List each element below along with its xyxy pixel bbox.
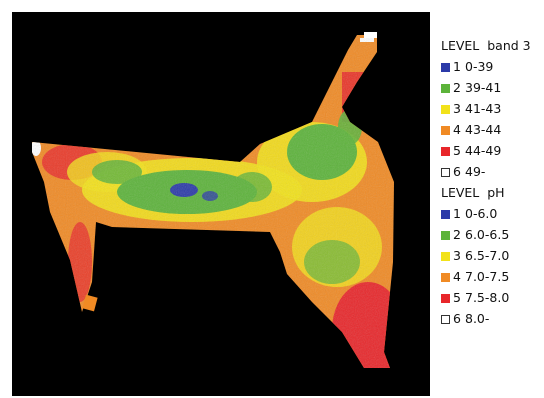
legend-range: 7.5-8.0 — [465, 290, 510, 306]
legend-range: 0-39 — [465, 59, 494, 75]
legend-level: 2 — [453, 80, 461, 96]
legend-level: 6 — [453, 311, 461, 327]
legend-item: 5 44-49 — [441, 141, 541, 162]
legend-item: 3 6.5-7.0 — [441, 246, 541, 267]
legend-swatch — [441, 63, 450, 72]
legend-band-list: 1 0-39 2 39-41 3 41-43 4 43-44 5 44-49 6 49- — [441, 57, 541, 183]
field-map-svg — [32, 32, 394, 368]
legend-swatch — [441, 294, 450, 303]
field-map — [12, 12, 430, 396]
legend-range: 7.0-7.5 — [465, 269, 510, 285]
legend-swatch — [441, 84, 450, 93]
legend-level: 6 — [453, 164, 461, 180]
legend-level: 1 — [453, 59, 461, 75]
legend-swatch — [441, 315, 450, 324]
legend-range: 6.0-6.5 — [465, 227, 510, 243]
legend-item: 2 39-41 — [441, 78, 541, 99]
legend-band-title: LEVEL band 3 — [441, 38, 531, 54]
field-area — [32, 35, 394, 368]
legend: LEVEL band 3 1 0-39 2 39-41 3 41-43 4 43-44 5 44-… — [441, 36, 541, 330]
legend-swatch — [441, 126, 450, 135]
legend-level: 2 — [453, 227, 461, 243]
legend-swatch — [441, 252, 450, 261]
legend-range: 0-6.0 — [465, 206, 498, 222]
legend-swatch — [441, 210, 450, 219]
legend-item: 6 49- — [441, 162, 541, 183]
legend-range: 44-49 — [465, 143, 502, 159]
field-tip-marker — [364, 32, 377, 38]
legend-ph-list: 1 0-6.0 2 6.0-6.5 3 6.5-7.0 4 7.0-7.5 5 7.5-8.0 6 8… — [441, 204, 541, 330]
legend-range: 6.5-7.0 — [465, 248, 510, 264]
legend-range: 49- — [465, 164, 486, 180]
legend-range: 8.0- — [465, 311, 490, 327]
legend-range: 41-43 — [465, 101, 502, 117]
legend-level: 3 — [453, 248, 461, 264]
legend-item: 1 0-39 — [441, 57, 541, 78]
legend-level: 5 — [453, 290, 461, 306]
legend-item: 4 7.0-7.5 — [441, 267, 541, 288]
legend-item: 5 7.5-8.0 — [441, 288, 541, 309]
legend-swatch — [441, 105, 450, 114]
legend-swatch — [441, 231, 450, 240]
legend-item: 3 41-43 — [441, 99, 541, 120]
legend-item: 1 0-6.0 — [441, 204, 541, 225]
legend-item: 6 8.0- — [441, 309, 541, 330]
legend-item: 4 43-44 — [441, 120, 541, 141]
legend-level: 5 — [453, 143, 461, 159]
legend-ph-title: LEVEL pH — [441, 185, 505, 201]
legend-swatch — [441, 273, 450, 282]
legend-swatch — [441, 147, 450, 156]
legend-item: 2 6.0-6.5 — [441, 225, 541, 246]
legend-swatch — [441, 168, 450, 177]
legend-level: 4 — [453, 122, 461, 138]
legend-level: 3 — [453, 101, 461, 117]
legend-level: 1 — [453, 206, 461, 222]
legend-level: 4 — [453, 269, 461, 285]
legend-range: 39-41 — [465, 80, 502, 96]
field-patch — [82, 294, 98, 312]
legend-range: 43-44 — [465, 122, 502, 138]
